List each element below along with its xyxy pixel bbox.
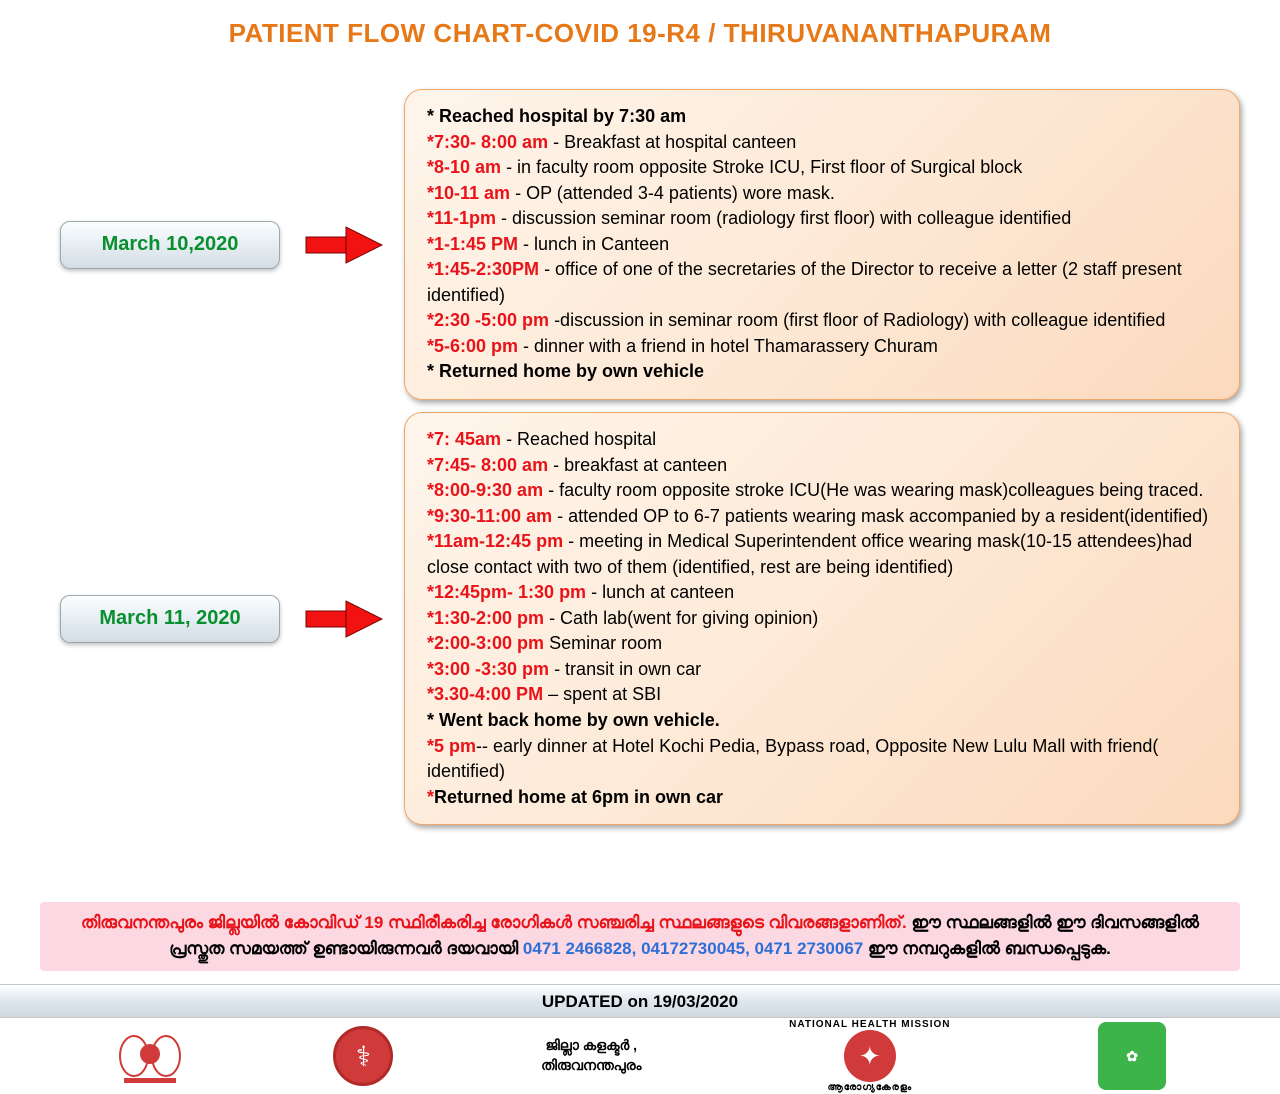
notice-line1-red: തിരുവനന്തപുരം ജില്ലയിൽ കോവിഡ് 19 സ്ഥിരീക… (81, 913, 907, 932)
detail-card-1: * Reached hospital by 7:30 am*7:30- 8:00… (404, 89, 1240, 400)
day-row-1: March 10,2020 * Reached hospital by 7:30… (60, 89, 1240, 400)
timeline-entry: *5 pm-- early dinner at Hotel Kochi Pedi… (427, 734, 1217, 785)
date-badge-1: March 10,2020 (60, 221, 280, 269)
timeline-entry: * Went back home by own vehicle. (427, 708, 1217, 734)
timeline-entry: *9:30-11:00 am - attended OP to 6-7 pati… (427, 504, 1217, 530)
timeline-entry: * Reached hospital by 7:30 am (427, 104, 1217, 130)
timeline-entry: *7:45- 8:00 am - breakfast at canteen (427, 453, 1217, 479)
haritha-logo-icon: ✿ (1098, 1022, 1166, 1090)
timeline-entry: * Returned home by own vehicle (427, 359, 1217, 385)
timeline-entry: *2:00-3:00 pm Seminar room (427, 631, 1217, 657)
timeline-entry: *5-6:00 pm - dinner with a friend in hot… (427, 334, 1217, 360)
timeline-entry: *1:45-2:30PM - office of one of the secr… (427, 257, 1217, 308)
timeline-entry: *1:30-2:00 pm - Cath lab(went for giving… (427, 606, 1217, 632)
collector-text: ജില്ലാ കളക്ടർ , തിരുവനന്തപുരം (541, 1036, 641, 1075)
nhm-side: MISSION (901, 1019, 950, 1030)
arrow-icon (304, 223, 384, 267)
page-title: PATIENT FLOW CHART-COVID 19-R4 / THIRUVA… (0, 0, 1280, 49)
timeline-entry: *10-11 am - OP (attended 3-4 patients) w… (427, 181, 1217, 207)
timeline-entry: *11am-12:45 pm - meeting in Medical Supe… (427, 529, 1217, 580)
timeline-entry: *3.30-4:00 PM – spent at SBI (427, 682, 1217, 708)
collector-line1: ജില്ലാ കളക്ടർ , (541, 1036, 641, 1056)
timeline-entry: *1-1:45 PM - lunch in Canteen (427, 232, 1217, 258)
notice-phones: 0471 2466828, 04172730045, 0471 2730067 (523, 939, 863, 958)
timeline-entry: *11-1pm - discussion seminar room (radio… (427, 206, 1217, 232)
arrow-icon (304, 597, 384, 641)
timeline-entry: *12:45pm- 1:30 pm - lunch at canteen (427, 580, 1217, 606)
nhm-top: NATIONAL HEALTH (789, 1019, 897, 1030)
collector-line2: തിരുവനന്തപുരം (541, 1056, 641, 1076)
timeline-entry: *7:30- 8:00 am - Breakfast at hospital c… (427, 130, 1217, 156)
dhs-logo-icon: ⚕ (333, 1026, 393, 1086)
timeline-entry: *Returned home at 6pm in own car (427, 785, 1217, 811)
notice-line2-black: ഈ നമ്പറുകളിൽ ബന്ധപ്പെടുക. (868, 939, 1111, 958)
updated-bar: UPDATED on 19/03/2020 (0, 984, 1280, 1018)
notice-box: തിരുവനന്തപുരം ജില്ലയിൽ കോവിഡ് 19 സ്ഥിരീക… (40, 902, 1240, 971)
footer-logos: ⚕ ജില്ലാ കളക്ടർ , തിരുവനന്തപുരം NATIONAL… (0, 1018, 1280, 1094)
timeline-entry: *7: 45am - Reached hospital (427, 427, 1217, 453)
detail-card-2: *7: 45am - Reached hospital*7:45- 8:00 a… (404, 412, 1240, 825)
timeline-entry: *2:30 -5:00 pm -discussion in seminar ro… (427, 308, 1217, 334)
nhm-logo-icon: NATIONAL HEALTH MISSION ✦ ആരോഗ്യകേരളം (789, 1019, 950, 1093)
timeline-entry: *8:00-9:30 am - faculty room opposite st… (427, 478, 1217, 504)
kerala-emblem-icon (114, 1026, 186, 1086)
nhm-bottom: ആരോഗ്യകേരളം (828, 1082, 913, 1093)
timeline-entry: *8-10 am - in faculty room opposite Stro… (427, 155, 1217, 181)
date-badge-2: March 11, 2020 (60, 595, 280, 643)
day-row-2: March 11, 2020 *7: 45am - Reached hospit… (60, 412, 1240, 825)
timeline-entry: *3:00 -3:30 pm - transit in own car (427, 657, 1217, 683)
